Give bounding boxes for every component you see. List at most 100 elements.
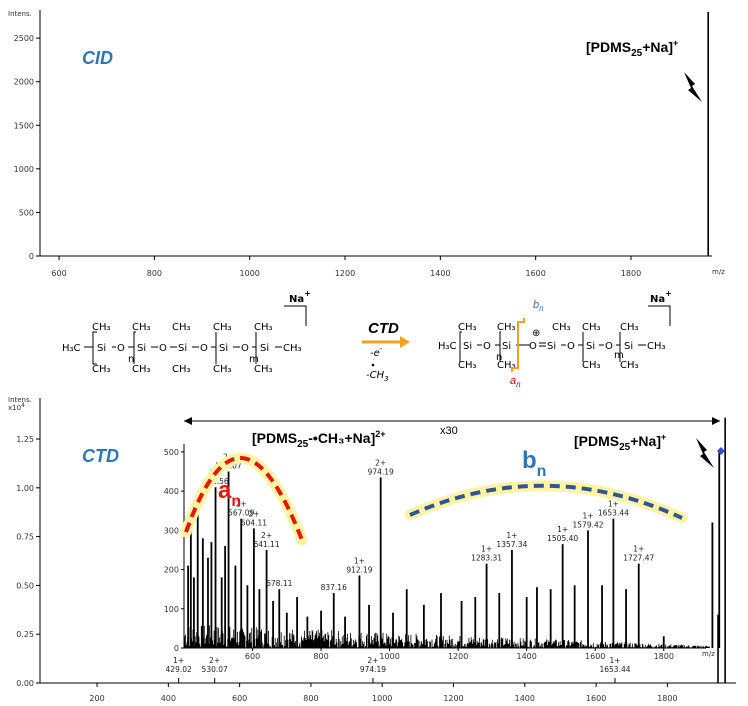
svg-text:CH₃: CH₃: [254, 322, 273, 333]
b-series-label: bn: [522, 447, 546, 480]
ctd-baseline-mz-2: 974.19: [360, 665, 386, 674]
inset-ytick-label-2: 200: [164, 566, 179, 575]
svg-text:CH₃: CH₃: [647, 341, 666, 352]
x30-scale-indicator: x30: [184, 417, 720, 437]
ctd-ytick-label-1: 0.25: [16, 630, 34, 639]
svg-text:CH₃: CH₃: [172, 364, 191, 375]
inset-peak-charge-3: 2+: [248, 509, 259, 518]
svg-text:O: O: [605, 341, 613, 352]
inset-peak-mz-14: 1727.47: [623, 554, 654, 563]
inset-peak-mz-4: 641.11: [253, 540, 279, 549]
svg-text:CH₃: CH₃: [92, 322, 111, 333]
ctd-xtick-label-4: 1000: [372, 694, 392, 703]
ctd-ytick-label-5: 1.25: [16, 435, 34, 444]
lightning-icon-ctd: [696, 438, 714, 468]
ctd-baseline-charge-3: 1+: [609, 656, 620, 665]
svg-text:O: O: [117, 343, 125, 354]
ctd-ylabel: Intens.: [8, 396, 32, 404]
inset-peak-mz-13: 1653.44: [598, 509, 629, 518]
svg-text:Si: Si: [547, 341, 556, 352]
inset-xtick-label-0: 600: [245, 652, 260, 661]
ctd-panel: Intens. x104 0.00 0.25 0.50 0.75 1.00 1.25 20…: [8, 396, 736, 703]
inset-peak-charge-7: 1+: [354, 556, 365, 565]
svg-text:CH₃: CH₃: [132, 322, 151, 333]
cid-ytick-label-1: 500: [19, 208, 34, 217]
x30-label: x30: [440, 425, 458, 437]
svg-text:CH₃: CH₃: [458, 360, 477, 371]
inset-peak-mz-12: 1579.42: [573, 520, 604, 529]
cid-precursor-label: [PDMS25+Na]+: [586, 38, 678, 59]
inset-peak-charge-14: 1+: [633, 545, 644, 554]
cid-ytick-label-3: 1500: [14, 121, 34, 130]
inset-noise: [184, 625, 710, 648]
inset-x-ticks: 600 800 1000 1200 1400 1600 1800: [245, 648, 674, 661]
inset-peak-mz-2: 567.09: [228, 509, 254, 518]
cid-xtick-label-1: 800: [147, 269, 162, 278]
svg-text:Si: Si: [463, 341, 472, 352]
cid-ytick-label-5: 2500: [14, 34, 34, 43]
ctd-baseline-mz-1: 530.07: [202, 665, 228, 674]
svg-text:CH₃: CH₃: [213, 322, 232, 333]
ctd-baseline-labels: 1+429.022+530.072+974.191+1653.44: [166, 656, 631, 674]
svg-text:O: O: [567, 341, 575, 352]
arrow-electron-loss: -e-: [370, 345, 383, 359]
lightning-icon: [684, 72, 702, 102]
ctd-xtick-label-2: 600: [232, 694, 247, 703]
cid-panel: Intens. 0 500 1000 1500 2000 2500 600 800 1000 1…: [8, 10, 725, 278]
ctd-baseline-mz-0: 429.02: [166, 665, 192, 674]
cid-xtick-label-0: 600: [51, 269, 66, 278]
svg-text:O: O: [200, 343, 208, 354]
ctd-ytick-label-0: 0.00: [16, 679, 34, 688]
ctd-radical-ion-label: [PDMS25-•CH₃+Na]2+: [252, 429, 386, 450]
ctd-xtick-label-5: 1200: [443, 694, 463, 703]
chem-end-left: H₃C: [62, 343, 81, 354]
svg-text:Si: Si: [97, 343, 106, 354]
cid-ytick-label-0: 0: [29, 252, 34, 261]
svg-text:CH₃: CH₃: [497, 322, 516, 333]
reaction-scheme: H₃C CH₃ Si CH₃ O CH₃ Si CH₃ n O CH₃ Si C…: [62, 289, 672, 389]
svg-text:m: m: [614, 350, 624, 361]
cid-xtick-label-4: 1400: [430, 269, 450, 278]
inset-ytick-label-0: 0: [174, 644, 179, 653]
svg-text:CH₃: CH₃: [620, 360, 639, 371]
inset-xtick-label-6: 1800: [654, 652, 674, 661]
cid-xtick-label-2: 1000: [240, 269, 260, 278]
inset-xtick-label-5: 1600: [585, 652, 605, 661]
ctd-yscale: x104: [8, 402, 25, 412]
svg-text:CH₃: CH₃: [254, 364, 273, 375]
ctd-peaks: [178, 417, 726, 683]
inset-peak-mz-6: 837.16: [321, 583, 347, 592]
chem-end-right: CH₃: [283, 343, 302, 354]
inset-peak-mz-5: 678.11: [266, 579, 292, 588]
ctd-xtick-label-8: 1800: [657, 694, 677, 703]
inset-peak-mz-8: 974.19: [368, 467, 394, 476]
ctd-baseline-charge-2: 2+: [367, 656, 378, 665]
inset-peak-charge-10: 1+: [506, 531, 517, 540]
ctd-reaction-arrow: CTD -e- -CH3: [362, 320, 410, 383]
ctd-baseline-charge-0: 1+: [173, 656, 184, 665]
plus-charge-icon: ⊕: [532, 328, 540, 339]
arrow-methyl-loss: -CH3: [366, 370, 389, 383]
cid-ytick-label-4: 2000: [14, 78, 34, 87]
inset-peak-charge-8: 2+: [375, 458, 386, 467]
svg-text:CH₃: CH₃: [552, 322, 571, 333]
cid-y-ticks: 0 500 1000 1500 2000 2500: [14, 34, 40, 261]
cid-xlabel: m/z: [712, 268, 725, 276]
inset-peak-charge-12: 1+: [582, 511, 593, 520]
pdms-precursor-structure: H₃C CH₃ Si CH₃ O CH₃ Si CH₃ n O CH₃ Si C…: [62, 289, 311, 375]
svg-text:Si: Si: [137, 343, 146, 354]
inset-peak-charge-11: 1+: [557, 525, 568, 534]
cid-xtick-label-3: 1200: [335, 269, 355, 278]
cid-x-ticks: 600 800 1000 1200 1400 1600 1800: [51, 256, 641, 278]
inset-peak-mz-11: 1505.40: [547, 534, 578, 543]
ctd-ytick-label-3: 0.75: [16, 533, 34, 542]
inset-xtick-label-3: 1200: [448, 652, 468, 661]
inset-peak-mz-9: 1283.31: [471, 554, 502, 563]
na-label-left: Na+: [289, 289, 311, 305]
b-series-highlight: [404, 480, 688, 524]
pdms-product-structure: H₃C CH₃ Si CH₃ O CH₃ Si CH₃ n bn an O ⊕ …: [438, 289, 672, 389]
svg-text:O: O: [529, 341, 537, 352]
inset-xlabel: m/z: [702, 650, 715, 658]
ctd-xtick-label-0: 200: [89, 694, 104, 703]
ctd-ytick-label-2: 0.50: [16, 581, 34, 590]
